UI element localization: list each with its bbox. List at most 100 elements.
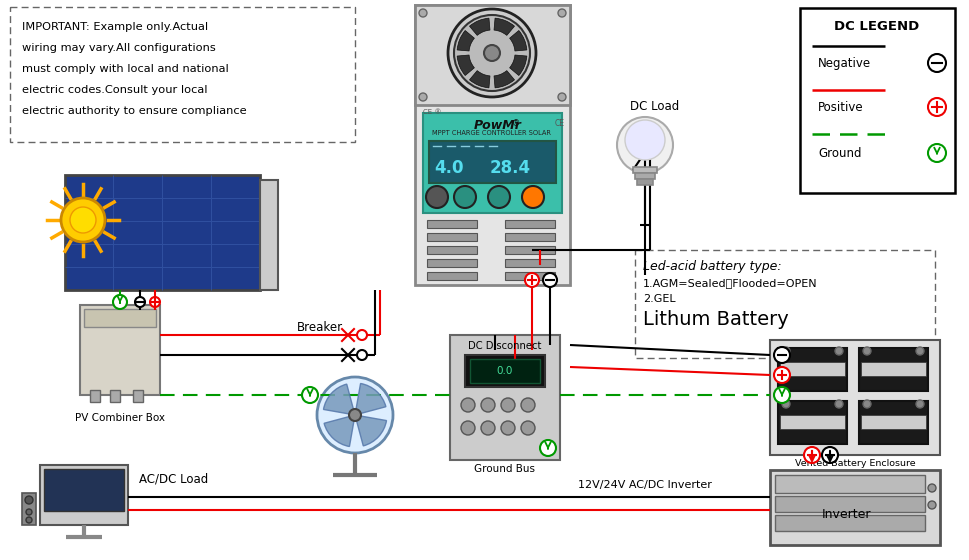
Circle shape [317,377,392,453]
Bar [422,113,561,213]
Bar [859,401,927,444]
Bar [633,167,656,173]
Text: electric authority to ensure compliance: electric authority to ensure compliance [22,106,246,116]
Circle shape [821,447,837,463]
Text: CE: CE [554,119,564,128]
Text: CE ®: CE ® [422,109,441,115]
Bar [40,465,128,525]
Text: Vented Battery Enclosure: Vented Battery Enclosure [794,459,915,468]
Circle shape [135,297,144,307]
Circle shape [500,421,515,435]
Text: 1.AGM=Sealed、Flooded=OPEN: 1.AGM=Sealed、Flooded=OPEN [642,278,817,288]
Circle shape [927,54,945,72]
Bar [426,220,477,228]
Circle shape [543,273,556,287]
Bar [22,493,36,525]
Text: Ground Bus: Ground Bus [474,464,535,474]
Circle shape [500,398,515,412]
Bar [774,496,924,512]
Circle shape [773,347,789,363]
Circle shape [357,330,366,340]
Circle shape [834,347,842,355]
Bar [637,179,652,185]
Bar [635,250,934,358]
Wedge shape [456,30,474,51]
Bar [464,355,545,387]
Bar [860,362,925,376]
Text: 2.GEL: 2.GEL [642,294,675,304]
Bar [426,259,477,267]
Bar [10,7,355,142]
Circle shape [349,409,360,421]
Bar [426,233,477,241]
Wedge shape [469,71,489,88]
Bar [84,309,156,327]
Circle shape [773,387,789,403]
Bar [779,415,844,429]
Text: Inverter: Inverter [822,508,871,521]
Bar [90,390,100,402]
Bar [65,175,260,290]
Bar [769,470,939,545]
Wedge shape [355,384,386,415]
Circle shape [557,9,566,17]
Circle shape [915,400,923,408]
Circle shape [301,387,318,403]
Text: PowMr: PowMr [474,119,521,132]
Wedge shape [456,55,474,76]
Circle shape [927,501,935,509]
Circle shape [487,186,510,208]
Circle shape [616,117,672,173]
Text: Lithum Battery: Lithum Battery [642,310,788,329]
Wedge shape [509,55,526,76]
Text: DC Disconnect: DC Disconnect [468,341,541,351]
Bar [415,5,570,285]
Bar [260,180,278,290]
Circle shape [419,9,426,17]
Text: must comply with local and national: must comply with local and national [22,64,229,74]
Bar [505,220,554,228]
Bar [426,272,477,280]
Text: electric codes.Consult your local: electric codes.Consult your local [22,85,207,95]
Bar [505,272,554,280]
Circle shape [481,398,494,412]
Circle shape [61,198,105,242]
Text: MPPT CHARGE CONTROLLER SOLAR: MPPT CHARGE CONTROLLER SOLAR [432,130,551,136]
Bar [774,515,924,531]
Bar [109,390,120,402]
Bar [769,340,939,455]
Circle shape [484,45,499,61]
Circle shape [915,347,923,355]
Text: DC Load: DC Load [630,100,679,113]
Bar [450,335,559,460]
Circle shape [803,447,819,463]
Text: Led-acid battery type:: Led-acid battery type: [642,260,781,273]
Text: 28.4: 28.4 [489,159,530,177]
Text: 4.0: 4.0 [434,159,463,177]
Bar [505,259,554,267]
Circle shape [460,398,475,412]
Circle shape [557,93,566,101]
Circle shape [357,350,366,360]
Text: 12V/24V AC/DC Inverter: 12V/24V AC/DC Inverter [578,480,711,490]
Text: Positive: Positive [817,100,862,114]
Circle shape [453,186,476,208]
Circle shape [927,98,945,116]
Bar [779,362,844,376]
Text: AC/DC Load: AC/DC Load [140,473,208,486]
Bar [505,246,554,254]
Wedge shape [323,384,355,415]
Circle shape [862,400,870,408]
Bar [505,233,554,241]
Circle shape [26,517,32,523]
Circle shape [460,421,475,435]
Bar [777,401,846,444]
Bar [777,348,846,391]
Circle shape [834,400,842,408]
Text: DC LEGEND: DC LEGEND [833,20,919,33]
Bar [428,141,555,183]
Circle shape [481,421,494,435]
Text: PV Combiner Box: PV Combiner Box [75,413,165,423]
Bar [774,475,924,493]
Bar [470,359,540,383]
